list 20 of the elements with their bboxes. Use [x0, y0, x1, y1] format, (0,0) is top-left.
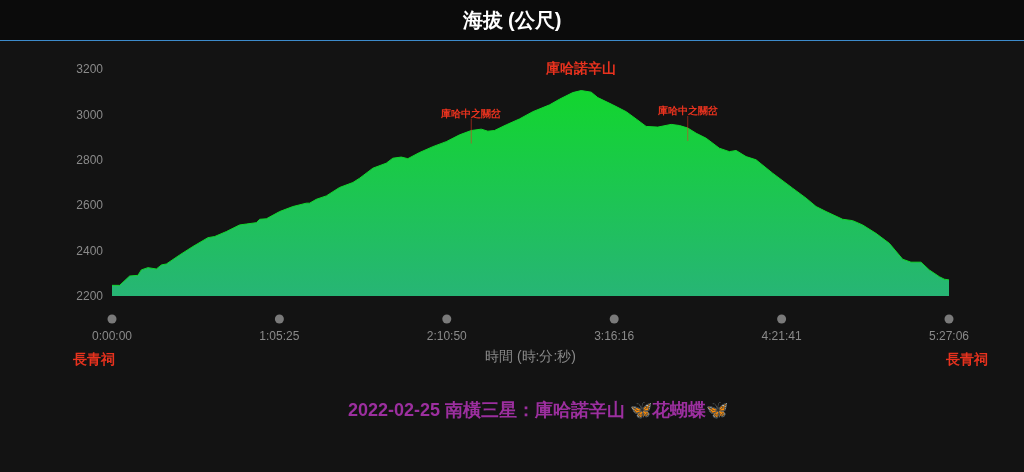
y-tick-label: 2400 — [76, 243, 104, 258]
annotation: 庫哈中之關岔 — [440, 107, 503, 119]
y-tick-label: 2200 — [76, 289, 104, 304]
text: 長青祠 — [946, 350, 988, 368]
y-tick-label: 3000 — [76, 107, 104, 122]
x-tick-label: 1:05:25 — [259, 329, 300, 343]
x-axis-title: 時間 (時:分:秒) — [485, 348, 576, 364]
x-tick-label: 3:16:16 — [594, 329, 635, 343]
annotation: 庫哈中之關岔 — [656, 105, 719, 117]
text: 2022-02-25 南橫三星：庫哈諾辛山 🦋花蝴蝶🦋 — [347, 399, 729, 422]
y-tick-label: 2600 — [76, 198, 104, 213]
x-tick-label: 4:21:41 — [761, 329, 802, 343]
y-tick-label: 3200 — [76, 62, 104, 77]
x-tick-label: 5:27:06 — [928, 329, 970, 343]
annotation: 庫哈諾辛山 — [545, 59, 617, 76]
text: 長青祠 — [73, 350, 115, 368]
y-tick-label: 2800 — [76, 153, 104, 168]
x-tick-label: 0:00:00 — [91, 329, 133, 343]
chart-title: 海拔 (公尺) — [462, 8, 562, 33]
x-tick-label: 2:10:50 — [426, 329, 468, 343]
